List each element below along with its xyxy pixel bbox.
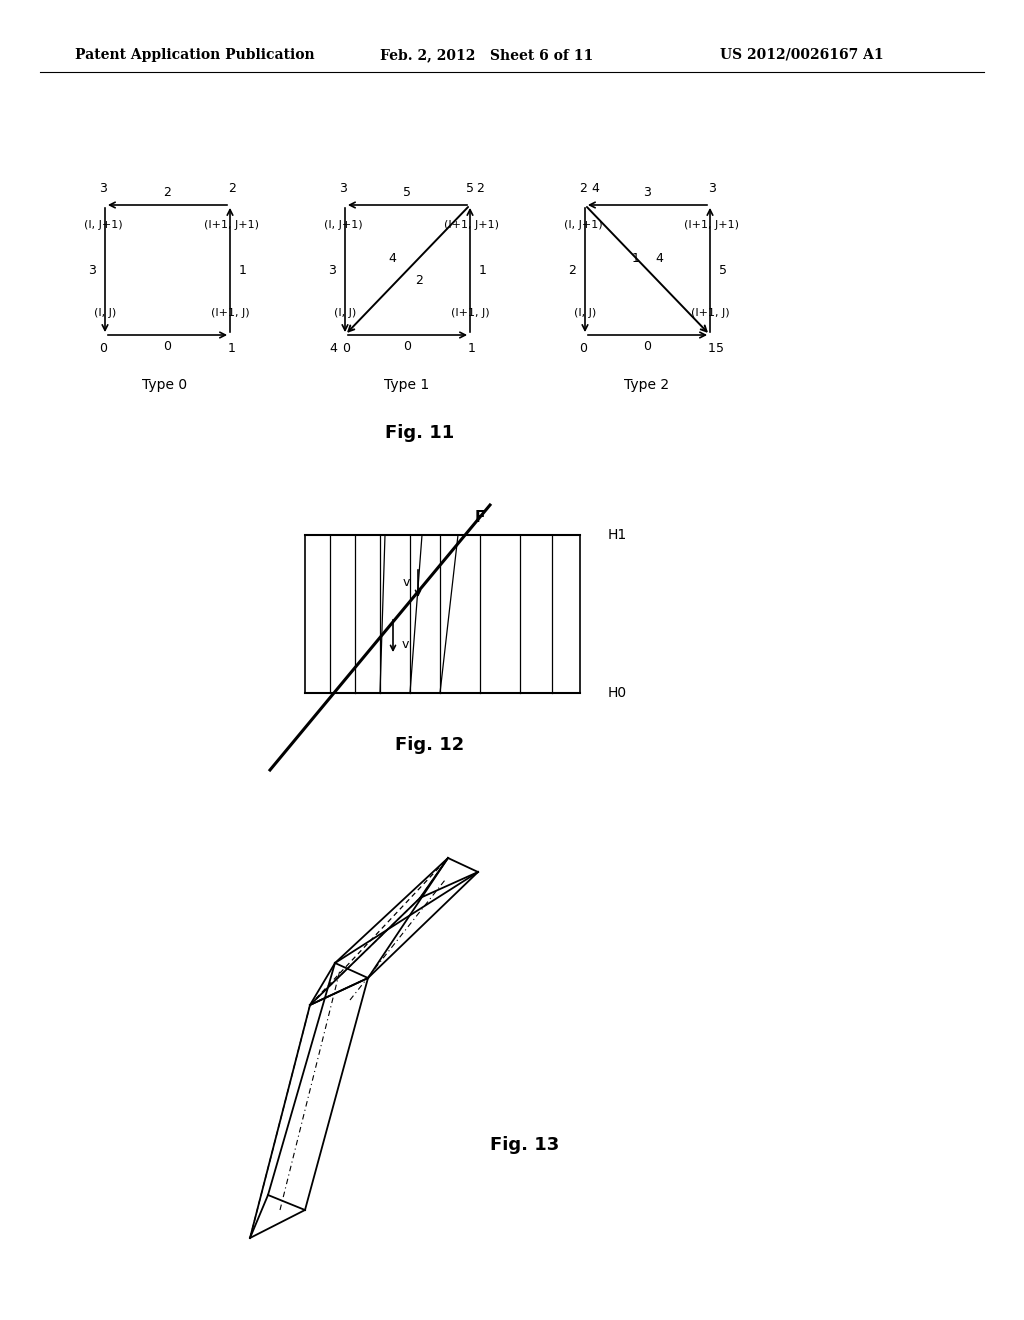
Text: (I, J): (I, J) — [334, 308, 356, 318]
Text: 2: 2 — [164, 186, 171, 199]
Text: 2: 2 — [476, 182, 484, 195]
Text: Patent Application Publication: Patent Application Publication — [75, 48, 314, 62]
Text: Type 0: Type 0 — [142, 378, 187, 392]
Text: 4: 4 — [591, 182, 599, 195]
Text: Type 1: Type 1 — [384, 378, 430, 392]
Text: 2: 2 — [416, 273, 424, 286]
Text: 3: 3 — [708, 182, 716, 195]
Text: 0: 0 — [643, 341, 651, 354]
Text: 3: 3 — [339, 182, 347, 195]
Text: 1: 1 — [239, 264, 247, 276]
Text: 0: 0 — [99, 342, 106, 355]
Text: 1: 1 — [228, 342, 236, 355]
Text: 3: 3 — [88, 264, 96, 276]
Text: (I, J+1): (I, J+1) — [324, 220, 362, 230]
Text: F: F — [475, 511, 485, 525]
Text: (I, J): (I, J) — [94, 308, 116, 318]
Text: 3: 3 — [643, 186, 651, 199]
Text: Type 2: Type 2 — [625, 378, 670, 392]
Text: 1: 1 — [468, 342, 476, 355]
Text: 4: 4 — [388, 252, 396, 264]
Text: (I+1, J): (I+1, J) — [690, 308, 729, 318]
Text: (I, J+1): (I, J+1) — [563, 220, 602, 230]
Text: 1: 1 — [632, 252, 639, 264]
Text: (I+1, J): (I+1, J) — [451, 308, 489, 318]
Text: Fig. 11: Fig. 11 — [385, 424, 455, 442]
Text: US 2012/0026167 A1: US 2012/0026167 A1 — [720, 48, 884, 62]
Text: (I+1, J+1): (I+1, J+1) — [684, 220, 739, 230]
Text: 2: 2 — [568, 264, 575, 276]
Text: 2: 2 — [228, 182, 236, 195]
Text: Fig. 12: Fig. 12 — [395, 737, 465, 754]
Text: 5: 5 — [466, 182, 474, 195]
Text: 5: 5 — [719, 264, 727, 276]
Text: (I+1, J): (I+1, J) — [211, 308, 249, 318]
Text: 4: 4 — [329, 342, 337, 355]
Text: 5: 5 — [716, 342, 724, 355]
Text: 0: 0 — [342, 342, 350, 355]
Text: v: v — [401, 638, 409, 651]
Text: (I+1, J+1): (I+1, J+1) — [444, 220, 500, 230]
Text: H1: H1 — [608, 528, 628, 543]
Text: 0: 0 — [579, 342, 587, 355]
Text: (I, J+1): (I, J+1) — [84, 220, 122, 230]
Text: 4: 4 — [655, 252, 664, 264]
Text: 3: 3 — [328, 264, 336, 276]
Text: 5: 5 — [403, 186, 412, 199]
Text: 1: 1 — [708, 342, 716, 355]
Text: Feb. 2, 2012   Sheet 6 of 11: Feb. 2, 2012 Sheet 6 of 11 — [380, 48, 593, 62]
Text: 0: 0 — [164, 341, 171, 354]
Text: 1: 1 — [479, 264, 487, 276]
Text: H0: H0 — [608, 686, 627, 700]
Text: Fig. 13: Fig. 13 — [490, 1137, 559, 1154]
Text: 2: 2 — [579, 182, 587, 195]
Text: (I+1, J+1): (I+1, J+1) — [205, 220, 259, 230]
Text: 3: 3 — [99, 182, 106, 195]
Text: (I, J): (I, J) — [573, 308, 596, 318]
Text: v: v — [402, 577, 410, 590]
Text: 0: 0 — [403, 341, 412, 354]
